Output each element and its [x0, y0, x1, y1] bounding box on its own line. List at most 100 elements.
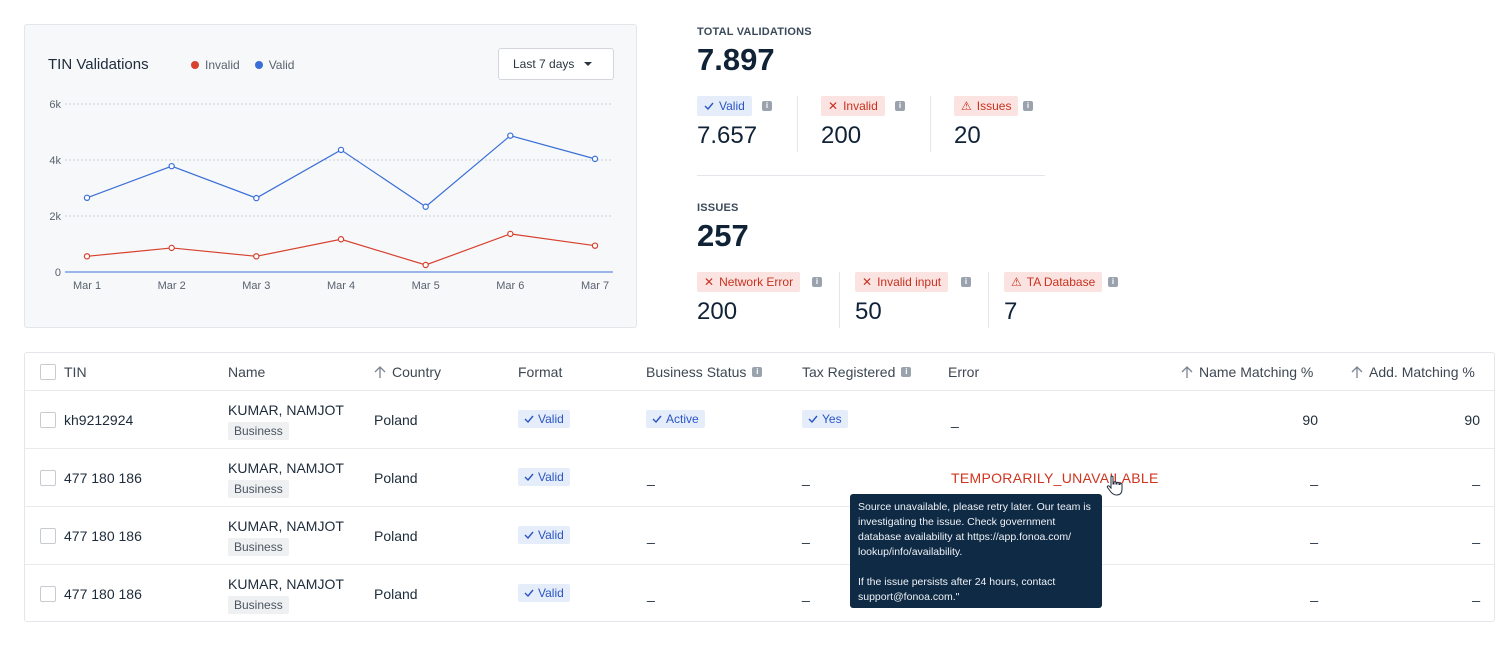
info-icon[interactable]: i: [1108, 277, 1118, 287]
section-divider: [697, 175, 1045, 176]
column-header-business-status[interactable]: Business Status i: [646, 364, 763, 380]
data-point-invalid: [337, 236, 345, 243]
data-point-valid: [168, 162, 175, 170]
business-status-cell: _: [647, 470, 655, 486]
header-label: Business Status: [646, 364, 747, 380]
column-header-add-matching[interactable]: Add. Matching %: [1351, 364, 1475, 380]
x-tick-label: Mar 4: [327, 280, 355, 292]
add-matching-cell: _: [1472, 470, 1480, 486]
tax-registered-value: Yes: [822, 412, 842, 426]
network-error-label: Network Error: [719, 275, 794, 289]
column-header-error[interactable]: Error: [948, 364, 979, 380]
warning-icon: ⚠: [1011, 275, 1022, 289]
info-icon[interactable]: i: [901, 367, 912, 377]
date-range-select[interactable]: Last 7 days: [498, 48, 614, 80]
data-point-invalid: [422, 261, 429, 269]
invalid-input-count: 50: [855, 298, 882, 325]
info-icon[interactable]: i: [812, 277, 822, 287]
issues-value: 257: [697, 218, 749, 253]
header-label: Error: [948, 364, 980, 380]
name-cell: KUMAR, NAMJOT: [228, 460, 344, 476]
y-tick-label: 6k: [49, 99, 61, 111]
row-checkbox[interactable]: [40, 412, 56, 428]
check-icon: [524, 531, 534, 539]
column-header-format[interactable]: Format: [518, 364, 562, 380]
column-header-name-matching[interactable]: Name Matching %: [1181, 364, 1313, 380]
format-value: Valid: [538, 528, 564, 542]
table-row[interactable]: 477 180 186 KUMAR, NAMJOT Business Polan…: [25, 506, 1494, 564]
data-point-valid: [253, 194, 260, 202]
country-cell: Poland: [374, 528, 418, 544]
add-matching-cell: _: [1472, 528, 1480, 544]
entity-type-tag: Business: [228, 422, 289, 440]
tin-cell: 477 180 186: [64, 470, 142, 486]
table-row[interactable]: kh9212924 KUMAR, NAMJOT Business Poland …: [25, 390, 1494, 448]
check-icon: [704, 102, 714, 110]
data-point-invalid: [591, 242, 599, 249]
row-checkbox[interactable]: [40, 470, 56, 486]
column-header-name[interactable]: Name: [228, 364, 265, 380]
header-label: Add. Matching %: [1369, 364, 1475, 380]
country-cell: Poland: [374, 412, 418, 428]
total-validations-label: TOTAL VALIDATIONS: [697, 26, 812, 38]
info-icon[interactable]: i: [895, 101, 905, 111]
x-tick-label: Mar 2: [158, 280, 186, 292]
column-header-country[interactable]: Country: [374, 364, 441, 380]
row-checkbox[interactable]: [40, 528, 56, 544]
error-cell: _: [951, 412, 959, 428]
divider: [930, 96, 931, 152]
data-point-invalid: [507, 230, 514, 238]
legend-dot-invalid: [191, 61, 199, 69]
format-badge: Valid: [518, 468, 570, 486]
x-icon: ✕: [828, 99, 839, 113]
header-label: Country: [392, 364, 442, 380]
check-icon: [524, 589, 534, 597]
data-point-valid: [422, 203, 429, 210]
info-icon[interactable]: i: [762, 101, 772, 111]
x-tick-label: Mar 7: [581, 280, 609, 292]
data-point-invalid: [253, 253, 260, 260]
column-header-tin[interactable]: TIN: [64, 364, 87, 380]
issues-chip: ⚠ Issues: [954, 96, 1019, 116]
y-tick-label: 0: [55, 267, 61, 279]
name-matching-cell: _: [1310, 528, 1318, 544]
chevron-down-icon: [584, 62, 593, 66]
chart-legend: Invalid Valid: [191, 58, 294, 72]
divider: [839, 272, 840, 328]
x-icon: ✕: [704, 275, 715, 289]
tooltip-support-note: If the issue persists after 24 hours, co…: [858, 576, 1056, 603]
table-row[interactable]: 477 180 186 KUMAR, NAMJOT Business Polan…: [25, 448, 1494, 506]
select-all-checkbox[interactable]: [40, 364, 56, 380]
business-status-badge: Active: [646, 410, 705, 428]
info-icon[interactable]: i: [1023, 101, 1033, 111]
format-value: Valid: [538, 470, 564, 484]
legend-item-invalid: Invalid: [191, 58, 240, 72]
y-tick-label: 4k: [49, 155, 61, 167]
business-status-cell: _: [647, 528, 655, 544]
divider: [988, 272, 989, 328]
add-matching-cell: 90: [1464, 412, 1480, 428]
info-icon[interactable]: i: [961, 277, 971, 287]
x-icon: ✕: [862, 275, 873, 289]
tax-registered-cell: _: [802, 528, 810, 544]
data-point-valid: [337, 146, 345, 154]
invalid-input-label: Invalid input: [877, 275, 942, 289]
ta-database-count: 7: [1004, 298, 1018, 325]
entity-type-tag: Business: [228, 480, 289, 498]
sort-arrow-up-icon: [1351, 365, 1363, 378]
series-line-valid: [86, 134, 596, 208]
row-checkbox[interactable]: [40, 586, 56, 602]
column-header-tax-registered[interactable]: Tax Registered i: [802, 364, 912, 380]
header-label: Format: [518, 364, 563, 380]
ta-database-chip: ⚠ TA Database: [1004, 272, 1103, 292]
error-code-link[interactable]: TEMPORARILY_UNAVAILABLE: [951, 470, 1159, 486]
data-point-invalid: [168, 244, 175, 252]
x-tick-label: Mar 6: [496, 280, 524, 292]
invalid-chip-label: Invalid: [843, 99, 878, 113]
header-label: TIN: [64, 364, 87, 380]
table-row[interactable]: 477 180 186 KUMAR, NAMJOT Business Polan…: [25, 564, 1494, 622]
info-icon[interactable]: i: [752, 367, 763, 377]
data-point-valid: [507, 132, 514, 139]
header-label: Name: [228, 364, 266, 380]
check-icon: [808, 415, 818, 423]
